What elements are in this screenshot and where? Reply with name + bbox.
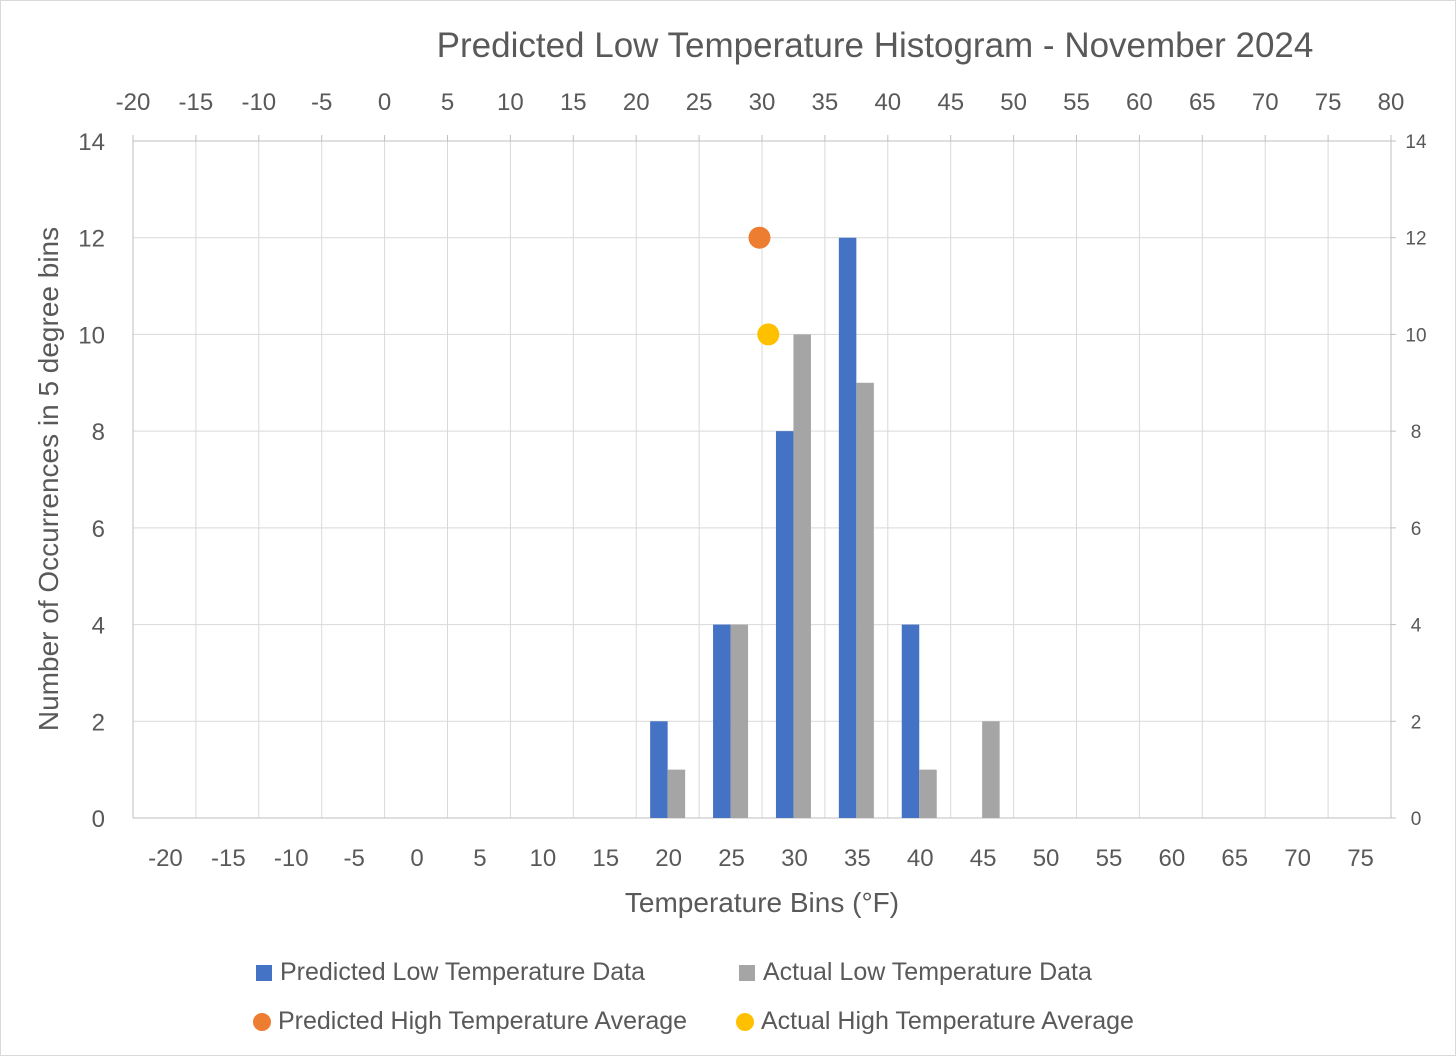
x-tick-label: 45 [970, 845, 997, 872]
y-tick-label: 8 [92, 419, 105, 446]
secondary-x-tick-label: 5 [441, 89, 454, 116]
y-tick-label: 0 [92, 806, 105, 833]
secondary-x-tick-label: 50 [1000, 89, 1027, 116]
gridlines [132, 140, 1392, 819]
x-tick-label: 60 [1158, 845, 1185, 872]
secondary-x-tick-label: 15 [560, 89, 587, 116]
bars [650, 237, 1000, 818]
scatter-point [757, 323, 780, 346]
bar [919, 769, 937, 818]
secondary-x-tick-label: -15 [179, 89, 214, 116]
x-tick-label: -20 [148, 845, 183, 872]
secondary-y-tick-label: 4 [1411, 616, 1422, 637]
bar [982, 721, 1000, 818]
secondary-x-tick-label: 55 [1063, 89, 1090, 116]
x-tick-label: 20 [655, 845, 682, 872]
bar [856, 382, 874, 818]
x-tick-label: 75 [1347, 845, 1374, 872]
secondary-x-tick-label: -20 [116, 89, 151, 116]
y-tick-label: 12 [78, 226, 105, 253]
bar [793, 334, 811, 818]
x-tick-label: 15 [592, 845, 619, 872]
secondary-y-tick-label: 0 [1411, 809, 1422, 830]
x-tick-label: 70 [1284, 845, 1311, 872]
y-axis-title: Number of Occurrences in 5 degree bins [33, 227, 64, 731]
x-tick-label: 30 [781, 845, 808, 872]
secondary-y-tick-label: 2 [1411, 712, 1422, 733]
x-tick-label: 25 [718, 845, 745, 872]
secondary-x-tick-label: 40 [874, 89, 901, 116]
secondary-x-tick-label: -5 [311, 89, 332, 116]
bar [775, 431, 794, 818]
secondary-x-tick-label: 75 [1315, 89, 1342, 116]
bar [667, 769, 686, 818]
x-tick-label: 65 [1221, 845, 1248, 872]
secondary-x-tick-label: 80 [1378, 89, 1405, 116]
scatter-points [748, 226, 780, 346]
secondary-x-tick-label: 45 [937, 89, 964, 116]
y-tick-label: 4 [92, 613, 105, 640]
x-tick-label: -15 [211, 845, 246, 872]
secondary-x-tick-label: 25 [686, 89, 713, 116]
secondary-x-tick-label: 35 [812, 89, 839, 116]
x-tick-label: 5 [473, 845, 486, 872]
secondary-y-tick-label: 14 [1405, 132, 1427, 153]
x-tick-label: -5 [343, 845, 364, 872]
x-tick-label: 0 [410, 845, 423, 872]
x-tick-label: -10 [274, 845, 309, 872]
x-tick-label: 40 [907, 845, 934, 872]
x-tick-label: 10 [529, 845, 556, 872]
secondary-x-tick-label: -10 [241, 89, 276, 116]
primary-y-axis: 0 2 4 6 8 10 12 14 [78, 129, 105, 833]
primary-x-axis: -20 -15 -10 -5 0 5 10 15 20 25 30 35 40 45 50 55 60 65 70 7… [148, 845, 1374, 872]
secondary-x-tick-label: 60 [1126, 89, 1153, 116]
secondary-x-tick-label: 30 [749, 89, 776, 116]
y-tick-label: 14 [78, 129, 105, 156]
x-tick-label: 50 [1033, 845, 1060, 872]
bar [650, 721, 668, 818]
y-tick-label: 10 [78, 322, 105, 349]
y-tick-label: 6 [92, 516, 105, 543]
secondary-y-tick-label: 12 [1405, 229, 1426, 250]
bar [730, 624, 749, 818]
bar [838, 237, 857, 818]
bar [713, 624, 731, 818]
secondary-x-tick-label: 20 [623, 89, 650, 116]
secondary-x-tick-label: 0 [378, 89, 391, 116]
x-axis-title: Temperature Bins (°F) [625, 887, 899, 918]
x-tick-label: 35 [844, 845, 871, 872]
scatter-point [748, 226, 771, 249]
secondary-x-tick-label: 70 [1252, 89, 1279, 116]
secondary-x-axis: -20 -15 -10 -5 0 5 10 15 20 25 30 35 40 45 50 55 60 65 70 7… [116, 89, 1405, 141]
x-tick-label: 55 [1096, 845, 1123, 872]
secondary-x-tick-label: 65 [1189, 89, 1216, 116]
secondary-y-tick-label: 10 [1405, 325, 1426, 346]
chart-title: Predicted Low Temperature Histogram - No… [437, 26, 1314, 65]
secondary-y-tick-label: 6 [1411, 519, 1422, 540]
secondary-y-tick-label: 8 [1411, 422, 1422, 443]
y-tick-label: 2 [92, 709, 105, 736]
bar [901, 624, 920, 818]
secondary-y-axis: 0 2 4 6 8 10 12 14 [1391, 132, 1427, 830]
secondary-x-tick-label: 10 [497, 89, 524, 116]
